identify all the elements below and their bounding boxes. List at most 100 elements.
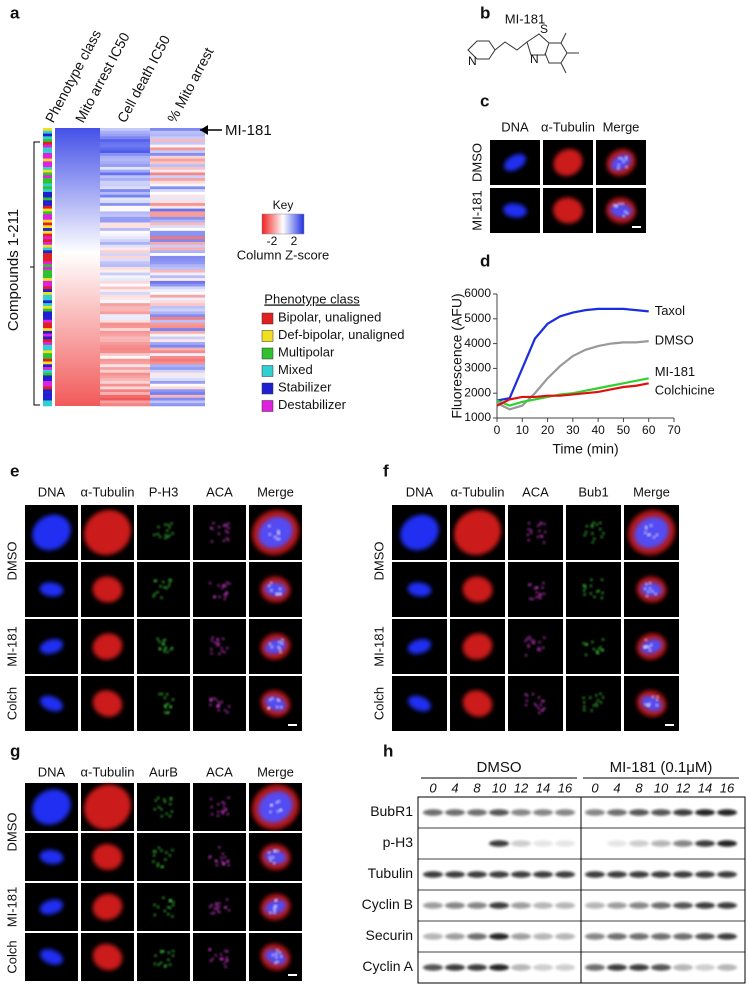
stain-dot [221, 586, 224, 590]
phenotype-cell [43, 375, 52, 379]
legend-label: Destabilizer [278, 397, 347, 412]
stain-dot [227, 522, 230, 525]
y-tick-label: 2000 [464, 385, 491, 399]
stain-dot [225, 537, 228, 540]
stain-dot [168, 581, 171, 585]
channel-header: DNA [38, 764, 66, 779]
heatmap-cell [150, 386, 205, 390]
blot-band [607, 933, 627, 940]
stain-dot [171, 904, 175, 907]
lane-label: 10 [654, 780, 669, 795]
heatmap-cell [100, 272, 150, 276]
heatmap-cell [150, 283, 205, 287]
heatmap-cell [150, 308, 205, 312]
heatmap-cell [100, 191, 150, 196]
stain [504, 153, 526, 172]
stain-dot [172, 900, 175, 904]
stain-dot [597, 589, 600, 592]
stain-dot [227, 796, 230, 799]
stain-dot [167, 711, 170, 714]
blot-band [423, 964, 443, 971]
bracket [30, 141, 40, 406]
phenotype-cell [43, 347, 52, 351]
stain-dot [278, 951, 281, 954]
micrograph [137, 676, 190, 731]
stain-dot [214, 859, 218, 862]
heatmap-cell [100, 378, 150, 382]
stain-dot [154, 850, 157, 853]
phenotype-cell [43, 278, 52, 282]
stain-dot [225, 956, 228, 959]
stain-dot [279, 650, 282, 654]
stain-dot [592, 704, 595, 707]
stain-dot [170, 522, 173, 525]
stain [32, 514, 71, 551]
stain-dot [271, 697, 274, 700]
blot-band [607, 902, 627, 909]
stain [640, 639, 663, 654]
channel-header: Bub1 [578, 484, 608, 499]
stain-dot [585, 525, 589, 528]
phenotype-cell [43, 225, 52, 229]
heatmap-cell [100, 389, 150, 393]
heatmap-cell [150, 228, 205, 232]
blot-band [607, 840, 627, 847]
stain-dot [164, 646, 167, 649]
heatmap-cell [150, 141, 205, 145]
stain-dot [646, 594, 649, 598]
stain-dot [645, 645, 649, 649]
heatmap-cell [150, 300, 205, 304]
heatmap-cell [150, 400, 205, 404]
heatmap-cell [100, 322, 150, 326]
heatmap-cell [100, 386, 150, 390]
stain-dot [221, 809, 224, 813]
stain-dot [601, 638, 605, 641]
phenotype-cell [43, 300, 52, 304]
stain [92, 633, 123, 660]
blot-band [555, 809, 575, 816]
stain-dot [208, 948, 211, 951]
heatmap-cell [150, 155, 205, 159]
stain-dot [542, 592, 546, 595]
stain-dot [591, 640, 594, 644]
key-colorbar [261, 213, 305, 235]
heatmap-cell [150, 166, 205, 170]
stain-dot [584, 530, 588, 534]
lane-label: 4 [613, 780, 620, 795]
heatmap-cell [150, 289, 205, 293]
heatmap-cell [150, 344, 205, 348]
stain-dot [220, 856, 223, 859]
heatmap-cell [100, 214, 150, 218]
heatmap-cell [100, 211, 150, 215]
heatmap-cell [150, 347, 205, 351]
heatmap-cell [100, 300, 150, 304]
stain-dot [273, 908, 276, 912]
blot-band [673, 871, 693, 878]
phenotype-cell [43, 219, 52, 223]
channel-header: DNA [501, 119, 529, 134]
stain-dot [590, 709, 593, 712]
stain-dot [222, 637, 225, 641]
stain-dot [225, 959, 228, 962]
blot-band [423, 933, 443, 940]
micrograph [508, 562, 563, 617]
phenotype-cell [43, 314, 52, 318]
heatmap-cell [150, 128, 205, 132]
heatmap-cell [100, 144, 150, 148]
stain-dot [215, 906, 219, 910]
stain-dot [277, 529, 280, 533]
stain-dot [268, 525, 271, 528]
stain-dot [153, 962, 156, 965]
stain-dot [157, 796, 160, 800]
stain-dot [158, 692, 161, 696]
stain-dot [539, 534, 543, 538]
phenotype-cell [43, 214, 52, 218]
phenotype-cell [43, 233, 52, 237]
stain-dot [159, 648, 162, 651]
stain-dot [276, 849, 279, 853]
phenotype-cell [43, 267, 52, 271]
x-tick-label: 30 [566, 423, 580, 437]
heatmap-cell [150, 236, 205, 240]
stain-dot [166, 693, 169, 696]
phenotype-cell [43, 244, 52, 248]
